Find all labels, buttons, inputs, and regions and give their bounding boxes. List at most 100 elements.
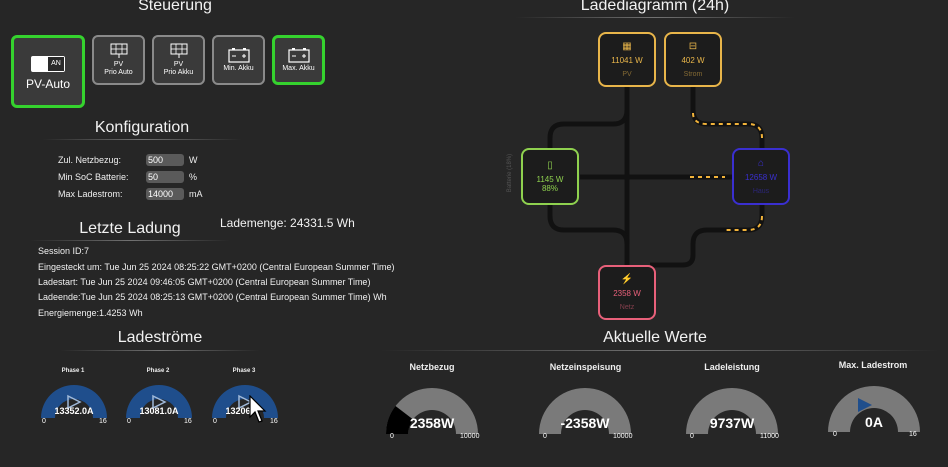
battery-value: 1145 W — [536, 175, 564, 184]
gauge-arc — [386, 388, 478, 434]
gauge-min: 0 — [213, 418, 217, 425]
solar-panel-icon — [170, 43, 187, 58]
pv-prio-akku-label: PV Prio Akku — [163, 61, 194, 76]
divider — [380, 350, 940, 351]
grid-label: Netz — [619, 304, 635, 311]
pv-auto-label: PV-Auto — [25, 76, 71, 91]
gauge-max: 16 — [909, 431, 917, 438]
battery-side-label: Batterie (18%) — [507, 153, 513, 193]
gauge-value: 13352.0A — [54, 406, 94, 416]
load-label: Strom — [683, 71, 703, 78]
config-unit: W — [189, 155, 198, 165]
house-value: 12658 W — [744, 173, 778, 182]
config-row-min-soc: Min SoC Batterie: % — [58, 170, 197, 184]
gauge-title: Netzbezug — [409, 362, 455, 372]
config-label: Zul. Netzbezug: — [58, 155, 122, 165]
lademenge-text: Lademenge: 24331.5 Wh — [220, 216, 355, 230]
netzbezug-input[interactable] — [146, 154, 184, 166]
battery-icon: ▯ — [547, 160, 553, 171]
min-akku-button[interactable]: Min. Akku — [212, 35, 265, 85]
gauge-min: 0 — [390, 433, 394, 440]
power-plug-icon: ⊟ — [688, 41, 698, 52]
gauge-max: 16 — [99, 418, 107, 425]
gauge-value: 0A — [865, 414, 883, 430]
grid-value: 2358 W — [613, 289, 641, 298]
ladestroeme-title: Ladeströme — [117, 329, 203, 346]
config-row-netzbezug: Zul. Netzbezug: W — [58, 153, 198, 167]
gauge-min: 0 — [690, 433, 694, 440]
divider — [42, 139, 242, 140]
aktuelle-werte-title: Aktuelle Werte — [603, 329, 707, 346]
max-akku-button[interactable]: Max. Akku — [272, 35, 325, 85]
eingesteckt-um: Eingesteckt um: Tue Jun 25 2024 08:25:22… — [38, 262, 395, 272]
phase-gauge-arc — [41, 385, 107, 418]
gauge-max: 10000 — [460, 433, 480, 440]
house-label: Haus — [752, 188, 770, 195]
gauge-min: 0 — [543, 433, 547, 440]
toggle-icon: AN — [31, 55, 65, 72]
steuerung-title: Steuerung — [138, 0, 212, 14]
gauge-max: 10000 — [613, 433, 633, 440]
energiemenge: Energiemenge:1.4253 Wh — [38, 308, 143, 318]
gauge-min: 0 — [42, 418, 46, 425]
gauge-title: Netzeinspeisung — [549, 362, 622, 372]
pv-prio-auto-label: PV Prio Auto — [104, 61, 133, 76]
gauge-title: Phase 3 — [232, 368, 256, 374]
load-value: 402 W — [681, 56, 705, 65]
konfiguration-title: Konfiguration — [94, 119, 190, 136]
gauge-title: Phase 2 — [146, 368, 170, 374]
gauge-value: 13081.0A — [139, 406, 179, 416]
letzte-ladung-title: Letzte Ladung — [79, 220, 181, 237]
gauge-arc — [828, 386, 920, 432]
phase-gauge-arc — [212, 385, 278, 418]
pv-node[interactable]: ▦ 11041 W PV — [598, 32, 656, 87]
battery-soc: 88% — [541, 184, 558, 193]
config-row-max-ladestrom: Max Ladestrom: mA — [58, 187, 203, 201]
ladestart: Ladestart: Tue Jun 25 2024 09:46:05 GMT+… — [38, 277, 371, 287]
divider — [515, 17, 795, 18]
house-icon: ⌂ — [757, 158, 765, 169]
gauge-min: 0 — [833, 431, 837, 438]
grid-node[interactable]: ⚡ 2358 W Netz — [598, 265, 656, 320]
gauge-arc — [686, 388, 778, 434]
config-unit: % — [189, 172, 198, 182]
battery-node[interactable]: ▯ 1145 W 88% — [521, 148, 579, 205]
gauge-min: 0 — [127, 418, 131, 425]
pv-prio-akku-button[interactable]: PV Prio Akku — [152, 35, 205, 85]
gauge-title: Max. Ladestrom — [838, 360, 908, 370]
ladediagramm-title: Ladediagramm (24h) — [580, 0, 730, 14]
ladeende: Ladeende:Tue Jun 25 2024 08:25:13 GMT+02… — [38, 292, 387, 302]
max-akku-label: Max. Akku — [282, 65, 315, 72]
config-label: Max Ladestrom: — [58, 189, 123, 199]
battery-icon — [287, 48, 310, 63]
energy-flow-lines — [547, 83, 765, 268]
config-unit: mA — [189, 189, 203, 199]
gauge-value: 13206 — [225, 406, 251, 416]
solar-panel-icon: ▦ — [622, 41, 632, 52]
solar-panel-icon — [110, 43, 127, 58]
min-akku-label: Min. Akku — [223, 65, 254, 72]
house-node[interactable]: ⌂ 12658 W Haus — [732, 148, 790, 205]
battery-icon — [227, 48, 250, 63]
max-ladestrom-input[interactable] — [146, 188, 184, 200]
min-soc-input[interactable] — [146, 171, 184, 183]
session-id: Session ID:7 — [38, 246, 90, 256]
gauge-value: 9737W — [709, 415, 755, 431]
gauge-max: 11000 — [760, 433, 779, 440]
pv-value: 11041 W — [611, 56, 643, 65]
pv-prio-auto-button[interactable]: PV Prio Auto — [92, 35, 145, 85]
gauge-max: 16 — [270, 418, 278, 425]
gauge-max: 16 — [184, 418, 192, 425]
gauge-arc — [539, 388, 631, 434]
config-label: Min SoC Batterie: — [58, 172, 129, 182]
gauge-title: Phase 1 — [61, 368, 85, 374]
gauge-value: 2358W — [409, 415, 455, 431]
load-node[interactable]: ⊟ 402 W Strom — [664, 32, 722, 87]
divider — [60, 350, 260, 351]
gauge-title: Ladeleistung — [704, 362, 760, 372]
pv-label: PV — [622, 71, 632, 78]
pv-auto-button[interactable]: AN PV-Auto — [11, 35, 85, 108]
divider — [30, 240, 230, 241]
power-tower-icon: ⚡ — [620, 274, 634, 285]
phase-gauge-arc — [126, 385, 192, 418]
